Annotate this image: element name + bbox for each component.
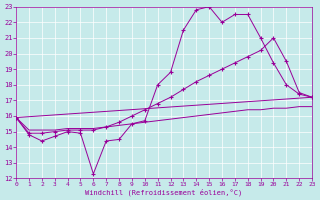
X-axis label: Windchill (Refroidissement éolien,°C): Windchill (Refroidissement éolien,°C) bbox=[85, 188, 243, 196]
